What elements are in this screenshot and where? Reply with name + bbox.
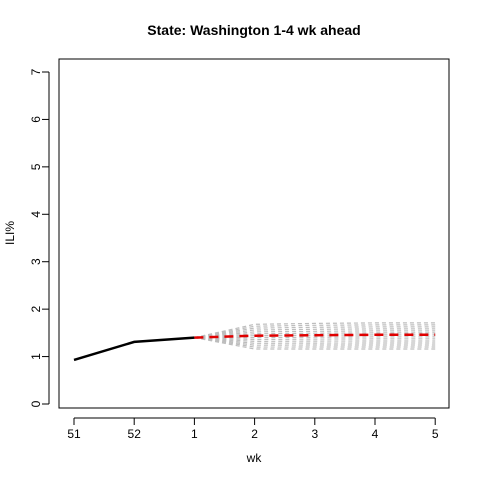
- y-tick-label: 2: [29, 305, 43, 312]
- x-tick-label: 4: [372, 427, 379, 441]
- y-tick-label: 0: [29, 400, 43, 407]
- x-tick-label: 3: [311, 427, 318, 441]
- x-tick-label: 1: [191, 427, 198, 441]
- series-group: [74, 335, 435, 360]
- x-axis-label: wk: [246, 451, 263, 465]
- y-tick-label: 1: [29, 353, 43, 360]
- y-tick-label: 6: [29, 116, 43, 123]
- x-tick-label: 52: [128, 427, 142, 441]
- y-tick-label: 7: [29, 68, 43, 75]
- x-tick-label: 2: [251, 427, 258, 441]
- x-axis: 51 52 1 2 3 4 5: [67, 418, 439, 441]
- y-tick-label: 3: [29, 258, 43, 265]
- y-tick-label: 4: [29, 211, 43, 218]
- y-axis: 0 1 2 3 4 5 6 7: [29, 68, 49, 407]
- plot-frame: [59, 59, 449, 408]
- x-tick-label: 5: [432, 427, 439, 441]
- observed-line: [74, 338, 194, 360]
- y-tick-label: 5: [29, 163, 43, 170]
- x-tick-label: 51: [67, 427, 81, 441]
- chart-title: State: Washington 1-4 wk ahead: [147, 22, 360, 38]
- y-axis-label: ILI%: [3, 221, 17, 245]
